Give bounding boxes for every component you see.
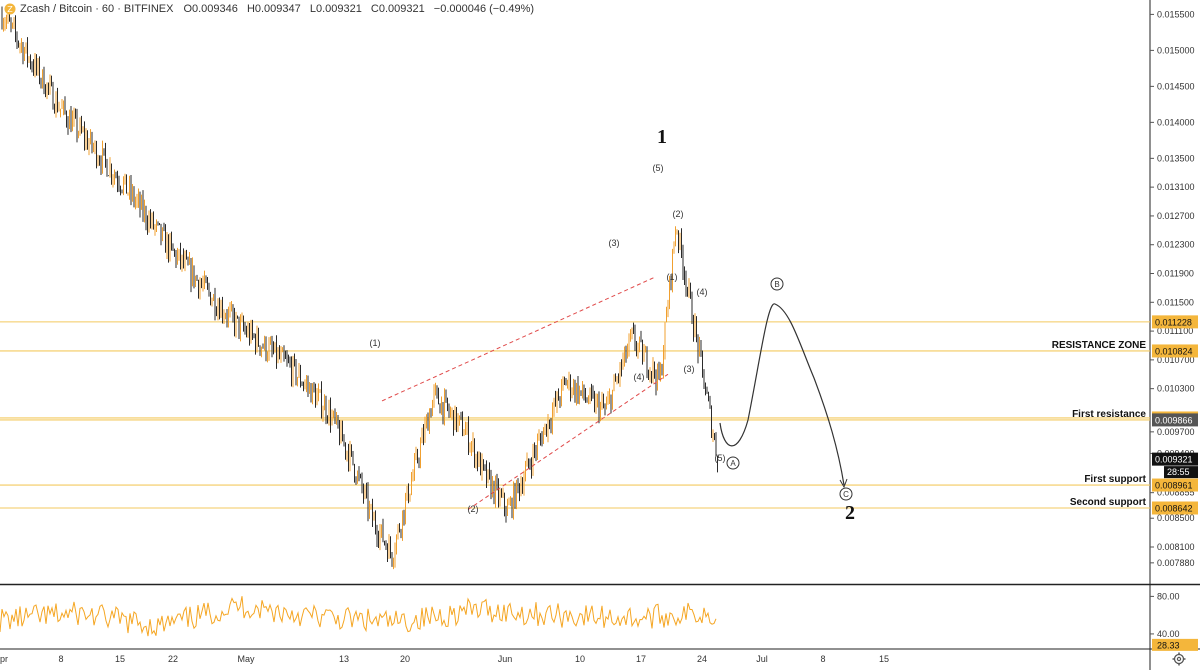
level-price-label: 0.008961 bbox=[1155, 481, 1193, 491]
x-tick-label: 17 bbox=[636, 654, 646, 664]
x-tick-label: 24 bbox=[697, 654, 707, 664]
wave-label: (5) bbox=[653, 163, 664, 173]
y-tick-label: 0.010300 bbox=[1157, 384, 1195, 394]
level-annotation: First support bbox=[1084, 474, 1146, 485]
ohlc-readout: O0.009346 H0.009347 L0.009321 C0.009321 … bbox=[183, 3, 540, 15]
wave-label: (1) bbox=[370, 338, 381, 348]
circled-wave-marker bbox=[770, 277, 784, 291]
circled-wave-label: C bbox=[843, 490, 849, 499]
y-tick-label: 0.010700 bbox=[1157, 355, 1195, 365]
level-price-label: 0.009866 bbox=[1155, 415, 1193, 425]
countdown-tag bbox=[1164, 466, 1198, 479]
circled-wave-marker bbox=[726, 456, 740, 470]
current-price-tag bbox=[1152, 452, 1198, 466]
circled-wave-label: B bbox=[774, 280, 779, 289]
x-tick-label: Jun bbox=[498, 654, 513, 664]
wave-label: (4) bbox=[697, 287, 708, 297]
y-tick-label: 0.015500 bbox=[1157, 9, 1195, 19]
level-price-tag bbox=[1152, 344, 1198, 358]
y-tick-label: 0.015000 bbox=[1157, 45, 1195, 55]
level-price-tag bbox=[1152, 501, 1198, 515]
y-tick-label: 0.007880 bbox=[1157, 558, 1195, 568]
level-annotation: Second support bbox=[1070, 497, 1147, 508]
x-tick-label: 13 bbox=[339, 654, 349, 664]
high-value: H0.009347 bbox=[246, 3, 301, 15]
wave-label: (3) bbox=[684, 364, 695, 374]
y-tick-label: 0.008500 bbox=[1157, 513, 1195, 523]
settings-gear-icon[interactable] bbox=[1172, 652, 1186, 666]
y-tick-label: 0.008855 bbox=[1157, 488, 1195, 498]
x-tick-label: 22 bbox=[168, 654, 178, 664]
y-tick-label: 0.013100 bbox=[1157, 182, 1195, 192]
y-tick-label: 0.008100 bbox=[1157, 542, 1195, 552]
close-value: C0.009321 bbox=[370, 3, 425, 15]
x-tick-label: May bbox=[237, 654, 255, 664]
y-tick-label: 0.009700 bbox=[1157, 427, 1195, 437]
change-value: −0.000046 (−0.49%) bbox=[433, 3, 535, 15]
y-tick-label: 0.011500 bbox=[1157, 297, 1194, 307]
oscillator-line bbox=[0, 596, 717, 637]
level-price-label: 0.008642 bbox=[1155, 504, 1193, 514]
wave-label: (4) bbox=[634, 372, 645, 382]
projection-arrowhead bbox=[839, 478, 848, 489]
osc-value-label: 28.33 bbox=[1157, 640, 1180, 650]
x-tick-label: Jul bbox=[756, 654, 768, 664]
symbol-title[interactable]: Zcash / Bitcoin · 60 · BITFINEX bbox=[20, 3, 174, 15]
y-tick-label: 0.013500 bbox=[1157, 153, 1195, 163]
channel-upper-line bbox=[381, 276, 656, 402]
channel-lower-line bbox=[467, 373, 669, 510]
y-tick-label: 0.011900 bbox=[1157, 269, 1194, 279]
svg-text:Z: Z bbox=[7, 5, 13, 14]
x-tick-label: 15 bbox=[879, 654, 889, 664]
wave-label: (2) bbox=[468, 504, 479, 514]
y-tick-label: 0.012700 bbox=[1157, 211, 1195, 221]
open-value: O0.009346 bbox=[183, 3, 238, 15]
low-value: L0.009321 bbox=[309, 3, 362, 15]
projection-path bbox=[719, 303, 845, 486]
wave-label: (1) bbox=[667, 272, 678, 282]
x-tick-label: 15 bbox=[115, 654, 125, 664]
y-tick-label: 0.014500 bbox=[1157, 81, 1195, 91]
osc-tick-label: 40.00 bbox=[1157, 629, 1180, 639]
level-annotation: First resistance bbox=[1072, 409, 1146, 420]
wave-label: (3) bbox=[609, 238, 620, 248]
circled-wave-label: A bbox=[730, 459, 736, 468]
level-price-tag bbox=[1152, 478, 1198, 492]
candles-group bbox=[1, 6, 718, 570]
level-price-label: 0.010824 bbox=[1155, 346, 1193, 356]
current-price-label: 0.009321 bbox=[1155, 455, 1193, 465]
y-tick-label: 0.011100 bbox=[1157, 326, 1193, 336]
wave-label: (5) bbox=[715, 453, 726, 463]
wave-2-label: 2 bbox=[845, 502, 855, 524]
level-price-label: 0.011228 bbox=[1155, 317, 1192, 327]
osc-tick-label: 80.00 bbox=[1157, 591, 1180, 601]
circled-wave-marker bbox=[839, 487, 853, 501]
x-tick-label: 20 bbox=[400, 654, 410, 664]
x-tick-label: pr bbox=[0, 654, 8, 664]
level-price-tag bbox=[1152, 315, 1198, 329]
y-tick-label: 0.014000 bbox=[1157, 117, 1195, 127]
zcash-logo-icon: Z bbox=[4, 3, 16, 15]
level-price-tag bbox=[1152, 413, 1198, 427]
chart-header: Z Zcash / Bitcoin · 60 · BITFINEX O0.009… bbox=[0, 0, 540, 18]
osc-value-tag bbox=[1152, 638, 1198, 651]
x-tick-label: 8 bbox=[820, 654, 825, 664]
x-tick-label: 10 bbox=[575, 654, 585, 664]
x-tick-label: 8 bbox=[58, 654, 63, 664]
y-tick-label: 0.012300 bbox=[1157, 240, 1195, 250]
wave-1-label: 1 bbox=[657, 126, 667, 148]
wave-label: (2) bbox=[673, 209, 684, 219]
level-annotation: RESISTANCE ZONE bbox=[1052, 340, 1147, 351]
countdown-label: 28:55 bbox=[1167, 467, 1190, 477]
